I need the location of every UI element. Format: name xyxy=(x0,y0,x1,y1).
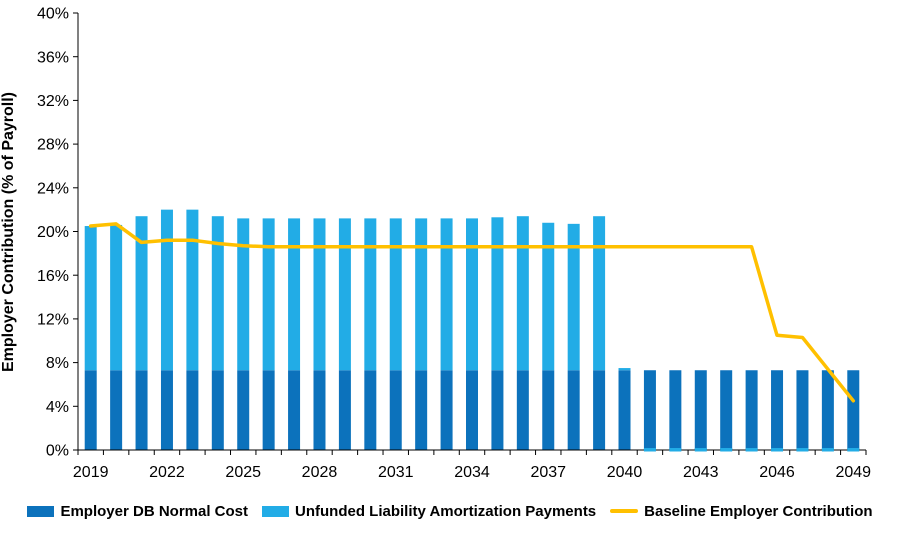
bar-normal-cost-2028 xyxy=(313,370,326,450)
y-axis-tick-label: 28% xyxy=(37,137,69,154)
bar-normal-cost-2029 xyxy=(338,370,351,450)
x-axis-label-2040: 2040 xyxy=(607,464,643,481)
y-axis-tick-label: 32% xyxy=(37,93,69,110)
bar-ual-negative-sliver-2048 xyxy=(821,448,834,452)
bar-normal-cost-2038 xyxy=(567,370,580,450)
x-axis-label-2043: 2043 xyxy=(683,464,719,481)
bar-ual-2021 xyxy=(135,216,148,371)
bar-normal-cost-2024 xyxy=(211,370,224,450)
bar-normal-cost-2046 xyxy=(771,370,784,450)
y-axis-tick-label: 4% xyxy=(46,399,69,416)
bar-ual-2036 xyxy=(516,216,529,371)
y-axis-tick-label: 20% xyxy=(37,224,69,241)
baseline-employer-contribution-line xyxy=(88,222,856,403)
legend-swatch-light-blue xyxy=(262,505,290,517)
y-axis-tick-label: 40% xyxy=(37,6,69,23)
x-axis-label-2025: 2025 xyxy=(225,464,261,481)
bar-normal-cost-2031 xyxy=(389,370,402,450)
bar-normal-cost-2020 xyxy=(110,370,123,450)
bar-ual-2019 xyxy=(84,226,97,371)
bar-ual-2032 xyxy=(415,218,428,371)
bar-normal-cost-2037 xyxy=(542,370,555,450)
bar-normal-cost-2039 xyxy=(593,370,606,450)
bar-normal-cost-2049 xyxy=(847,370,860,450)
x-axis-label-2046: 2046 xyxy=(759,464,795,481)
y-axis-tick-label: 0% xyxy=(46,443,69,460)
x-axis-label-2031: 2031 xyxy=(378,464,414,481)
y-axis-tick-label: 12% xyxy=(37,312,69,329)
bar-ual-negative-sliver-2041 xyxy=(643,448,656,452)
bar-ual-2030 xyxy=(364,218,377,371)
bar-normal-cost-2033 xyxy=(440,370,453,450)
bar-normal-cost-2026 xyxy=(262,370,275,450)
bar-ual-2020 xyxy=(110,224,123,371)
bar-normal-cost-2034 xyxy=(466,370,478,450)
bar-normal-cost-2042 xyxy=(669,370,682,450)
legend: Employer DB Normal Cost Unfunded Liabili… xyxy=(0,496,900,526)
legend-label-employer-db-normal-cost: Employer DB Normal Cost xyxy=(60,502,249,520)
bar-ual-2038 xyxy=(567,223,580,371)
legend-label-unfunded-liability: Unfunded Liability Amortization Payments xyxy=(295,502,597,520)
legend-item-unfunded-liability: Unfunded Liability Amortization Payments xyxy=(262,503,596,520)
bar-normal-cost-2035 xyxy=(491,370,504,450)
bar-ual-2033 xyxy=(440,218,453,371)
bar-normal-cost-2027 xyxy=(288,370,301,450)
legend-swatch-dark-blue xyxy=(27,505,55,517)
bar-normal-cost-2023 xyxy=(186,370,199,450)
x-axis-label-2028: 2028 xyxy=(302,464,338,481)
bar-normal-cost-2041 xyxy=(643,370,656,450)
y-axis-tick-label: 16% xyxy=(37,268,69,285)
bar-normal-cost-2048 xyxy=(821,370,834,450)
bar-ual-negative-sliver-2045 xyxy=(745,448,758,452)
x-axis-label-2049: 2049 xyxy=(835,464,871,481)
bar-ual-2026 xyxy=(262,218,275,371)
x-axis-label-2037: 2037 xyxy=(530,464,566,481)
bar-normal-cost-2025 xyxy=(237,370,250,450)
bar-normal-cost-2047 xyxy=(796,370,809,450)
bar-ual-2022 xyxy=(160,209,173,371)
bar-normal-cost-2044 xyxy=(720,370,733,450)
bar-ual-2034 xyxy=(466,218,478,371)
bar-ual-2028 xyxy=(313,218,326,371)
bar-normal-cost-2032 xyxy=(415,370,428,450)
plot-area: 0% 4% 8% 12% 16% 20% 24% 28% 32% 36% 40% 2019 2022 20… xyxy=(37,6,871,481)
bar-ual-negative-sliver-2046 xyxy=(771,448,784,452)
bar-ual-negative-sliver-2042 xyxy=(669,448,682,452)
bar-ual-2027 xyxy=(288,218,301,371)
bar-ual-2024 xyxy=(211,216,224,371)
legend-swatch-gold-line xyxy=(610,509,639,513)
bar-ual-negative-sliver-2047 xyxy=(796,448,809,452)
bar-normal-cost-2021 xyxy=(135,370,148,450)
bar-ual-2040 xyxy=(618,368,631,371)
bar-normal-cost-2019 xyxy=(84,370,97,450)
bar-ual-negative-sliver-2049 xyxy=(847,448,860,452)
bar-ual-2031 xyxy=(389,218,402,371)
bar-normal-cost-2022 xyxy=(160,370,173,450)
bar-normal-cost-2043 xyxy=(694,370,707,450)
bar-ual-negative-sliver-2044 xyxy=(720,448,733,452)
bar-ual-2039 xyxy=(593,216,606,371)
y-axis-tick-label: 8% xyxy=(46,355,69,372)
bar-ual-2037 xyxy=(542,222,555,371)
bar-ual-2023 xyxy=(186,209,199,371)
bar-ual-2029 xyxy=(338,218,351,371)
bar-normal-cost-2045 xyxy=(745,370,758,450)
bar-normal-cost-2030 xyxy=(364,370,377,450)
bar-ual-2035 xyxy=(491,217,504,371)
x-axis-label-2022: 2022 xyxy=(149,464,185,481)
x-axis-label-2019: 2019 xyxy=(73,464,109,481)
bar-ual-2025 xyxy=(237,218,250,371)
bar-normal-cost-2040 xyxy=(618,370,631,450)
legend-label-baseline-contribution: Baseline Employer Contribution xyxy=(644,502,873,520)
bar-normal-cost-2036 xyxy=(516,370,529,450)
y-axis-tick-label: 36% xyxy=(37,49,69,66)
legend-item-employer-db-normal-cost: Employer DB Normal Cost xyxy=(27,503,248,520)
legend-item-baseline-contribution: Baseline Employer Contribution xyxy=(610,502,873,520)
x-axis-label-2034: 2034 xyxy=(454,464,490,481)
y-axis-tick-label: 24% xyxy=(37,180,69,197)
bar-ual-negative-sliver-2043 xyxy=(694,448,707,452)
